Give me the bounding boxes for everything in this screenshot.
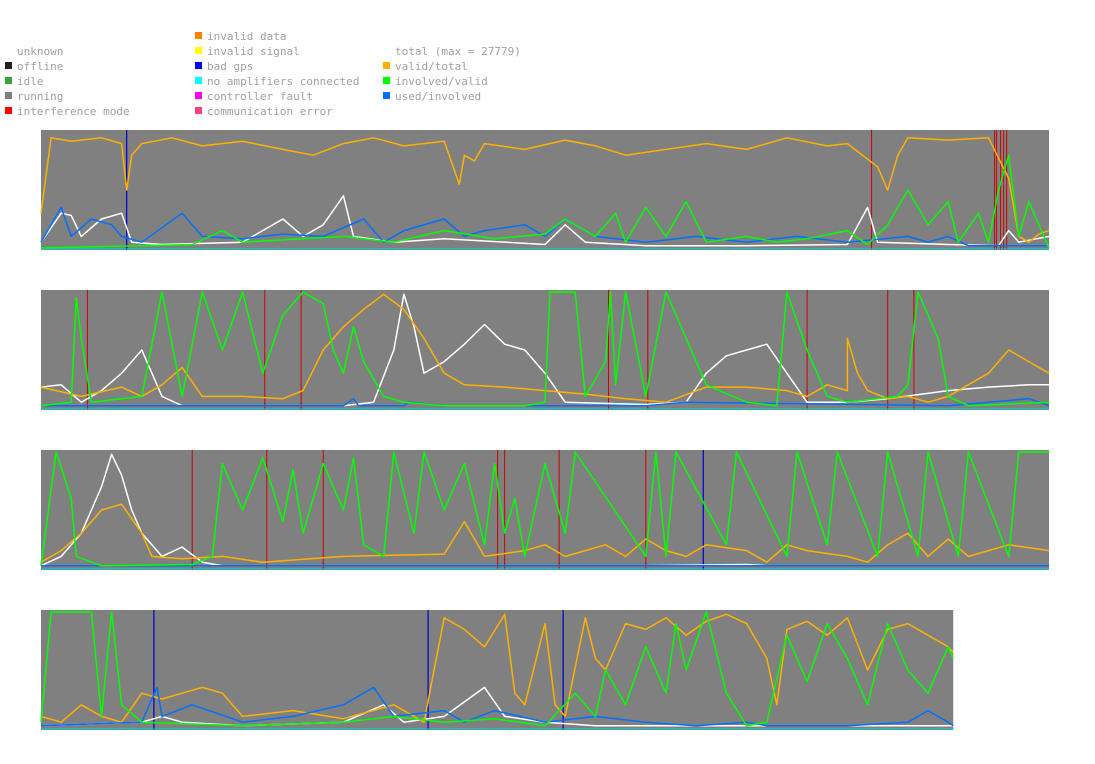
legend-series-total: total (max = 27779)	[395, 44, 521, 59]
series-line-involved-valid	[40, 154, 1050, 249]
legend-swatch-running	[5, 92, 12, 99]
legend-status-running: running	[5, 89, 63, 104]
legend-swatch-bad-gps	[195, 62, 202, 69]
chart-row-1	[40, 130, 1050, 250]
chart-row-3	[40, 450, 1050, 570]
legend-error-invalid-data: invalid data	[195, 29, 286, 44]
legend-swatch-involved-valid	[383, 77, 390, 84]
legend-error-communication: communication error	[195, 104, 333, 119]
series-line-involved-valid	[40, 451, 1049, 567]
legend-swatch-interference	[5, 107, 12, 114]
chart-row-4	[40, 610, 954, 730]
legend-swatch-valid-total	[383, 62, 390, 69]
series-line-valid-total	[40, 503, 1050, 563]
legend-error-controller-fault: controller fault	[195, 89, 313, 104]
legend-swatch-no-amplifiers	[195, 77, 202, 84]
series-line-total	[40, 293, 1049, 407]
legend-status-idle: idle	[5, 74, 44, 89]
legend-status-interference: interference mode	[5, 104, 130, 119]
legend-swatch-offline	[5, 62, 12, 69]
legend-swatch-used-involved	[383, 92, 390, 99]
series-line-used-involved	[40, 206, 1049, 247]
legend-status-unknown: unknown	[17, 44, 63, 59]
legend-swatch-invalid-signal	[195, 47, 202, 54]
legend-error-invalid-signal: invalid signal	[195, 44, 300, 59]
series-line-used-involved	[40, 686, 954, 727]
legend-series-used-involved: used/involved	[383, 89, 481, 104]
legend-swatch-controller-fault	[195, 92, 202, 99]
chart-row-2	[40, 290, 1050, 410]
series-line-involved-valid	[40, 611, 954, 727]
chart-row-background	[41, 610, 954, 730]
legend-series-involved-valid: involved/valid	[383, 74, 488, 89]
series-line-valid-total	[40, 137, 1050, 243]
chart-row-background	[41, 130, 1049, 250]
legend-swatch-invalid-data	[195, 32, 202, 39]
series-line-valid-total	[40, 293, 1050, 403]
legend-swatch-communication	[195, 107, 202, 114]
legend-status-offline: offline	[5, 59, 63, 74]
series-line-involved-valid	[40, 291, 1050, 407]
legend-error-no-amplifiers: no amplifiers connected	[195, 74, 359, 89]
legend-series-valid-total: valid/total	[383, 59, 468, 74]
series-line-valid-total	[40, 613, 954, 723]
legend-error-bad-gps: bad gps	[195, 59, 253, 74]
legend-swatch-idle	[5, 77, 12, 84]
